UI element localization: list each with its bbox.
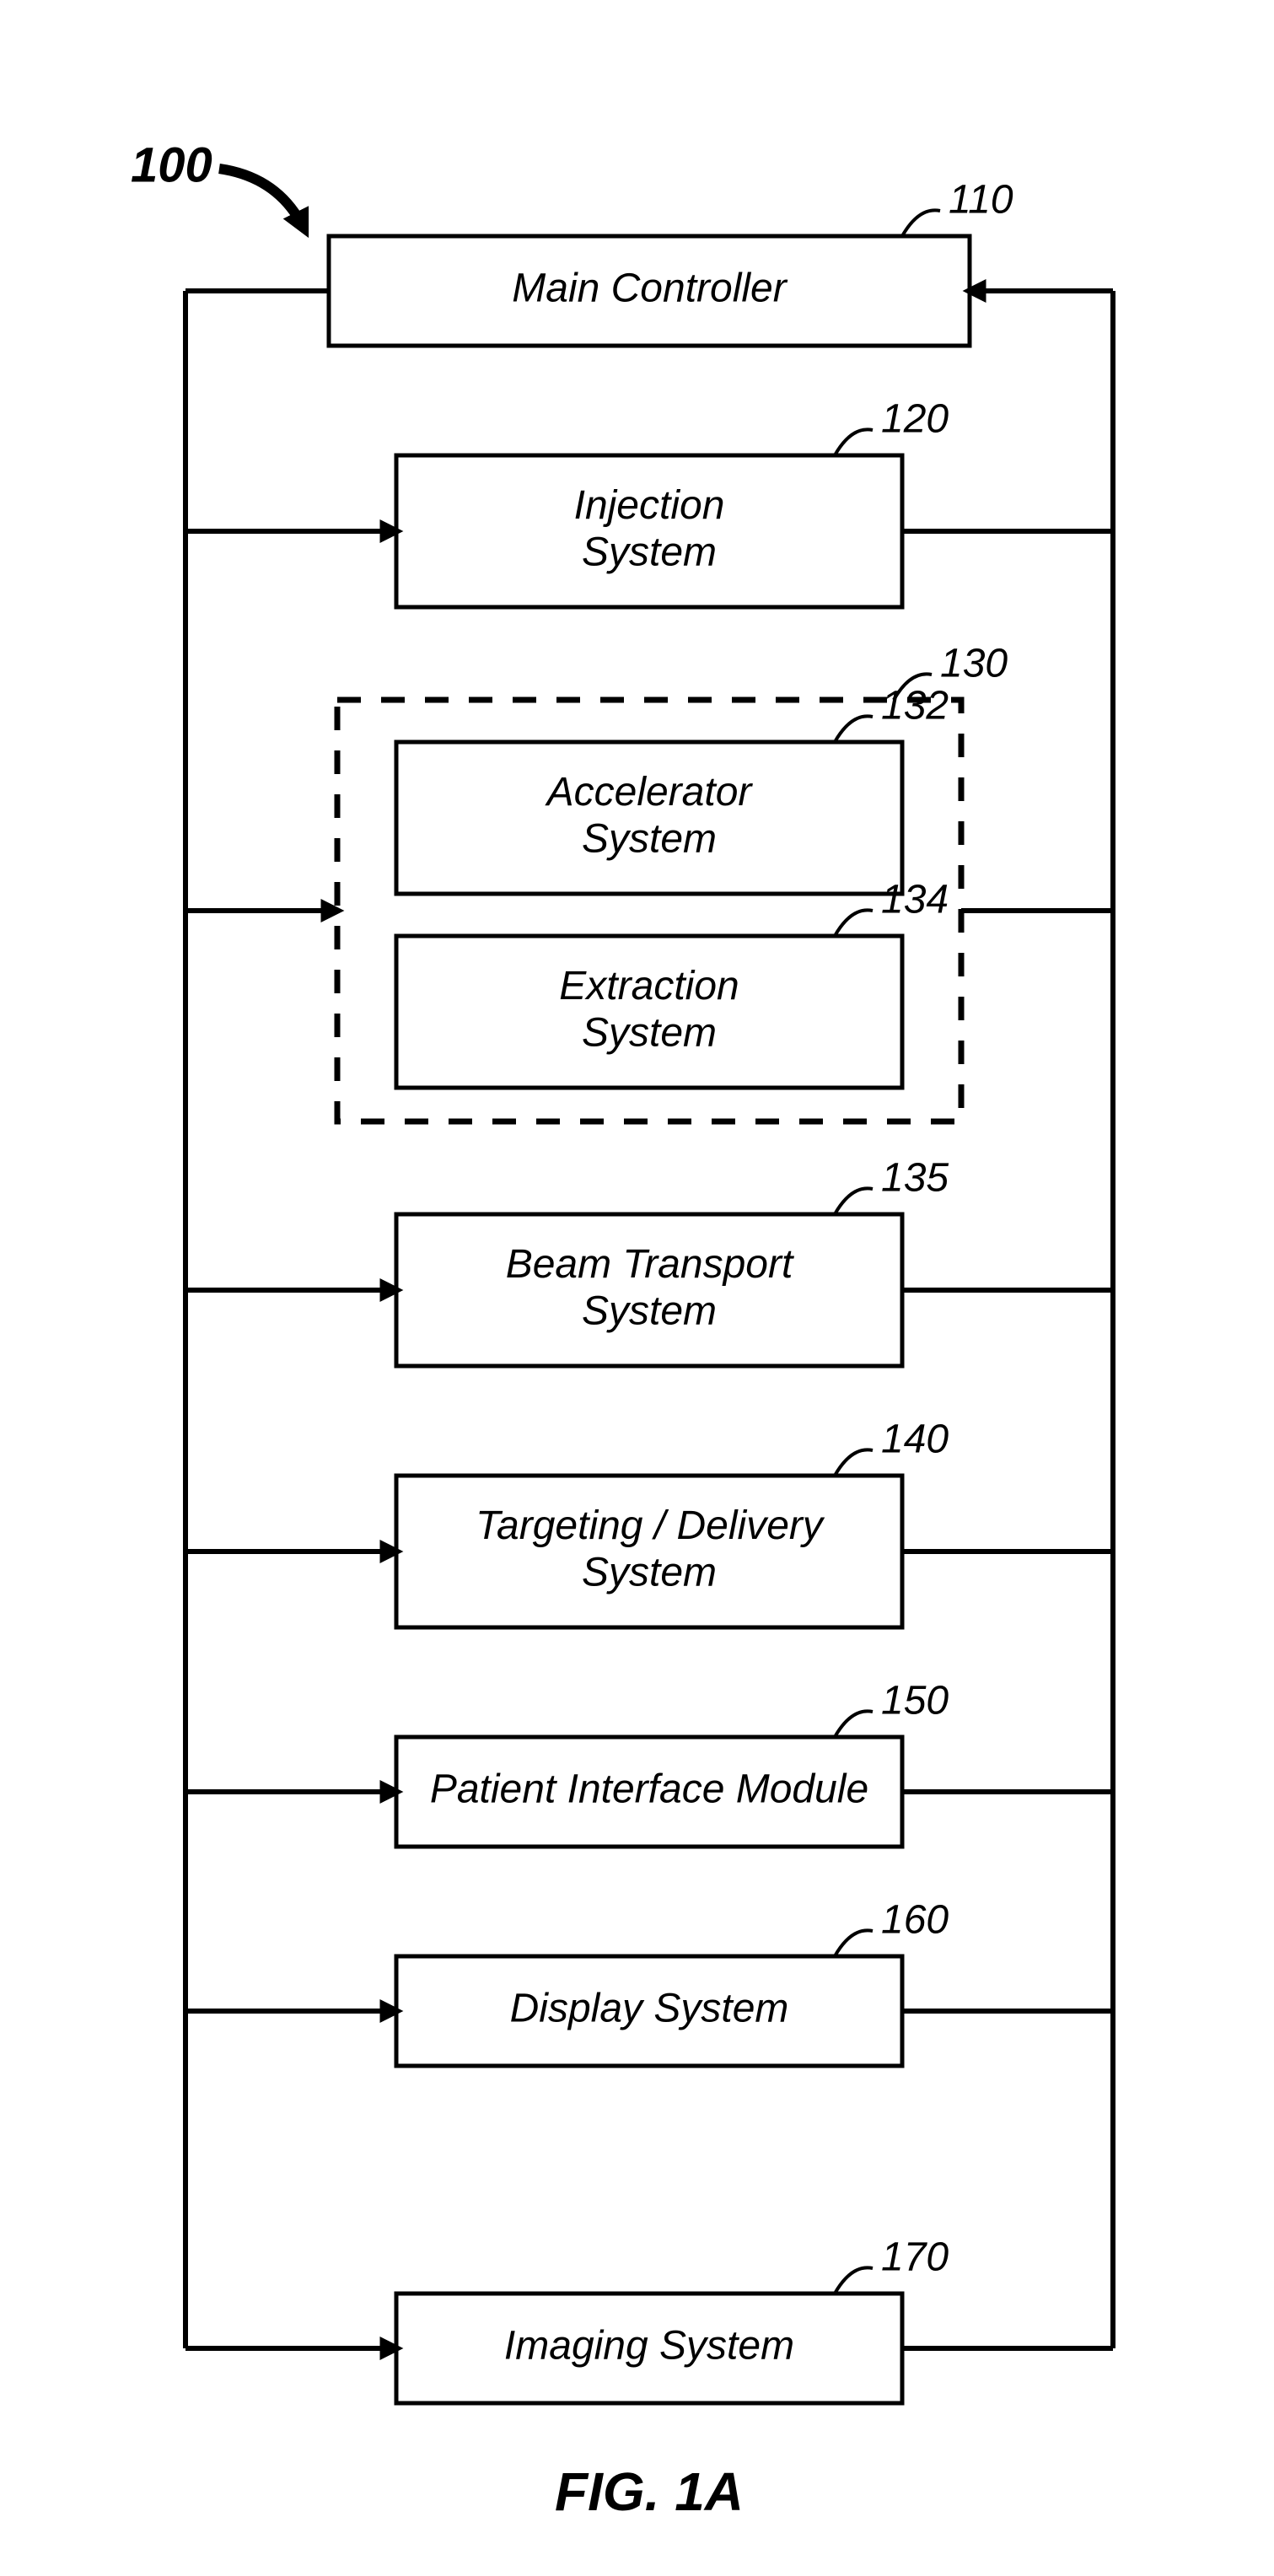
- imaging-ref: 170: [881, 2235, 949, 2280]
- injection-ref: 120: [881, 397, 949, 442]
- beam_transport-ref-leader: [835, 1188, 873, 1214]
- diagram-canvas: Main ControllerInjectionSystemAccelerato…: [0, 0, 1274, 2576]
- extraction-ref-leader: [835, 910, 873, 936]
- controller-ref-leader: [902, 210, 940, 236]
- patient_interface-ref-leader: [835, 1711, 873, 1737]
- beam_transport-label: System: [582, 1288, 717, 1333]
- system-ref-arrow: [219, 169, 304, 228]
- injection-label: System: [582, 530, 717, 574]
- display-ref-leader: [835, 1930, 873, 1956]
- extraction-ref: 134: [881, 878, 949, 922]
- accelerator-ref-leader: [835, 716, 873, 742]
- display-label: Display System: [510, 1987, 789, 2031]
- extraction-label: System: [582, 1010, 717, 1055]
- beam_transport-ref: 135: [881, 1156, 949, 1201]
- targeting-ref-leader: [835, 1449, 873, 1476]
- targeting-label: Targeting / Delivery: [476, 1503, 825, 1548]
- controller-ref: 110: [949, 178, 1013, 223]
- system-ref: 100: [131, 137, 212, 192]
- patient_interface-ref: 150: [881, 1679, 949, 1724]
- beam_transport-label: Beam Transport: [506, 1242, 794, 1287]
- accelerator-ref: 132: [881, 684, 949, 729]
- display-ref: 160: [881, 1898, 949, 1943]
- figure-caption: FIG. 1A: [555, 2461, 744, 2522]
- patient_interface-label: Patient Interface Module: [430, 1767, 868, 1812]
- targeting-ref: 140: [881, 1417, 949, 1462]
- imaging-ref-leader: [835, 2267, 873, 2294]
- imaging-label: Imaging System: [504, 2324, 794, 2369]
- injection-label: Injection: [574, 483, 725, 528]
- accelerator-label: Accelerator: [545, 770, 754, 815]
- controller-label: Main Controller: [512, 266, 788, 311]
- synchrotron_group-ref: 130: [940, 642, 1008, 686]
- targeting-label: System: [582, 1550, 717, 1595]
- extraction-label: Extraction: [559, 964, 739, 1008]
- accelerator-label: System: [582, 816, 717, 861]
- injection-ref-leader: [835, 429, 873, 455]
